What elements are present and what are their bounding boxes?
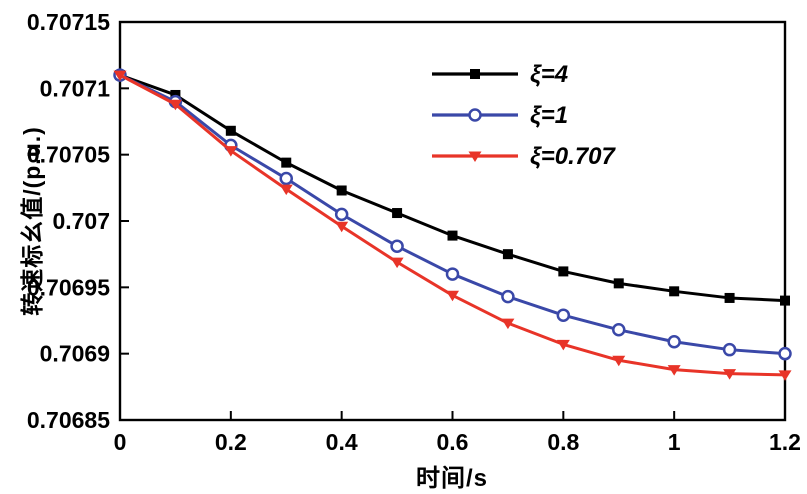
series-marker-1 [722,342,737,357]
series-marker-1 [334,207,349,222]
series-marker-2 [224,146,238,157]
x-tick-label: 0.2 [215,429,247,455]
series-marker-1 [556,308,571,322]
y-tick-label: 0.7069 [40,341,110,367]
series-marker-1 [501,289,515,304]
y-tick-label: 0.7071 [40,75,111,101]
x-tick-label: 0 [114,429,127,455]
x-tick-label: 1 [668,429,681,455]
x-tick-label: 1.2 [769,429,801,455]
y-tick-label: 0.70705 [27,142,110,168]
series-marker-0 [447,230,458,241]
series-line-0 [118,73,787,303]
series-marker-0 [558,266,569,277]
series-marker-0 [724,292,735,303]
plot-border [118,20,787,422]
x-axis-title: 时间/s [415,465,489,492]
legend-entry-2: ξ=0.707 [432,143,617,170]
legend-entry-1: ξ=1 [432,102,568,129]
series-marker-2 [612,355,626,367]
y-tick-label: 0.707 [52,208,110,234]
series-marker-2 [168,99,182,111]
series-marker-0 [613,278,624,289]
legend-marker-1 [468,108,482,122]
y-axis-title: 转速标幺值/(p.u.) [19,126,45,316]
series-marker-1 [612,323,626,337]
series-marker-1 [778,346,792,361]
series-marker-2 [335,221,349,233]
legend-label-1: ξ=1 [530,102,568,129]
series-marker-2 [501,318,515,330]
series-marker-1 [445,267,460,281]
x-tick-label: 0.6 [437,429,469,455]
legend-marker-2 [468,151,482,162]
series-marker-0 [336,185,347,196]
y-tick-label: 0.70715 [27,9,110,35]
series-marker-2 [778,370,792,381]
legend: ξ=4 ξ=1 ξ=0.707 [432,61,617,170]
series-marker-0 [225,125,236,136]
series-marker-1 [390,239,404,253]
x-tick-label: 0.4 [326,429,358,455]
series-line-2 [118,73,787,377]
legend-entry-0: ξ=4 [432,61,568,88]
series-marker-0 [669,286,680,297]
series-marker-0 [502,249,513,260]
series-marker-2 [113,70,127,82]
series-line-1 [118,73,787,356]
series-2 [113,70,792,381]
series-marker-1 [667,334,681,349]
legend-label-2: ξ=0.707 [530,143,617,170]
legend-marker-0 [470,69,480,79]
series-marker-0 [780,295,790,306]
y-tick-label: 0.70685 [27,407,110,433]
series-marker-0 [281,157,292,168]
x-tick-label: 0.8 [547,429,579,455]
legend-label-0: ξ=4 [530,61,568,88]
series-marker-1 [279,171,293,186]
series-marker-2 [723,369,737,380]
series-marker-2 [446,290,459,302]
series-marker-2 [390,257,404,269]
series-marker-2 [667,365,681,376]
series-marker-0 [392,208,403,219]
series-1 [113,68,792,361]
y-tick-label: 0.70695 [27,274,110,300]
series-marker-2 [556,339,570,351]
series-marker-2 [279,184,293,196]
